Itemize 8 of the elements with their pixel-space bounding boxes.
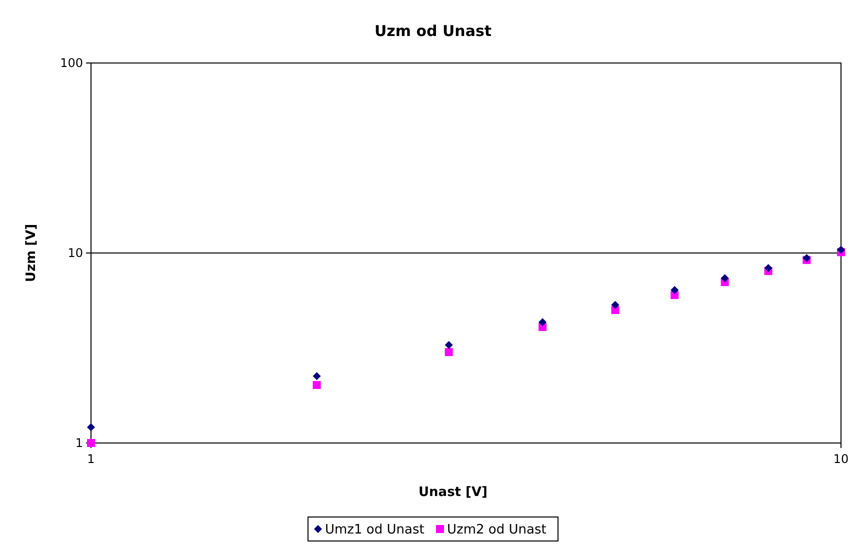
y-tick-label: 10 — [68, 246, 83, 260]
legend-label: Umz1 od Unast — [325, 522, 424, 538]
y-tick-label: 100 — [60, 56, 83, 70]
y-axis-title: Uzm [V] — [24, 224, 39, 282]
legend-label: Uzm2 od Unast — [447, 522, 546, 538]
y-tick-label: 1 — [75, 436, 83, 450]
x-axis-title: Unast [V] — [418, 485, 488, 500]
chart-title: Uzm od Unast — [374, 22, 492, 40]
